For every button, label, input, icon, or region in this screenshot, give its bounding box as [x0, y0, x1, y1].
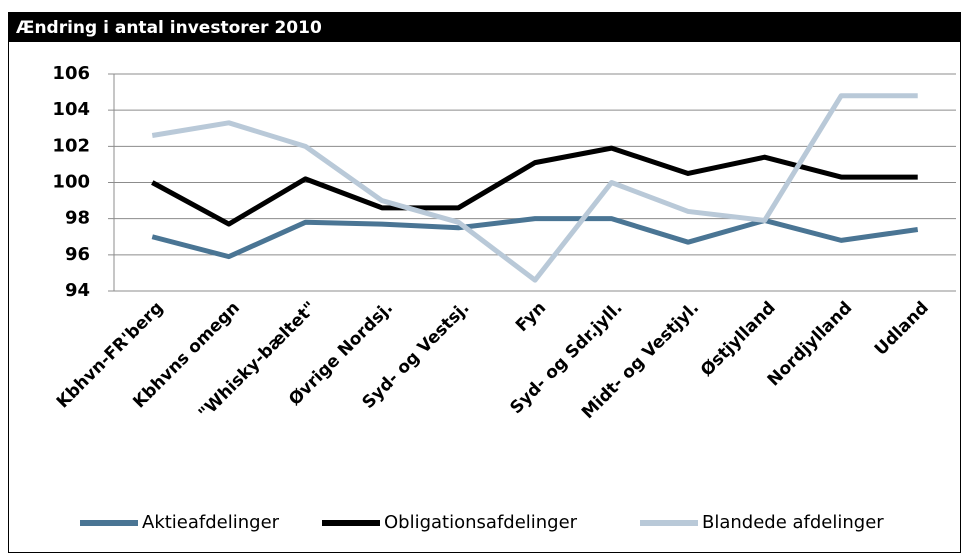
legend-label: Blandede afdelinger	[702, 512, 884, 533]
series-line	[151, 93, 918, 283]
chart-title: Ændring i antal investorer 2010	[16, 18, 322, 38]
legend-label: Aktieafdelinger	[142, 512, 280, 533]
legend-label: Obligationsafdelinger	[384, 512, 578, 533]
series-line	[151, 216, 919, 260]
title-bar	[8, 12, 961, 42]
y-tick-label: 98	[65, 208, 90, 229]
y-tick-label: 104	[52, 99, 90, 120]
y-tick-label: 96	[65, 244, 90, 265]
chart-frame	[8, 12, 961, 553]
y-tick-label: 94	[65, 280, 90, 301]
y-tick-label: 100	[52, 172, 90, 193]
series-line	[151, 145, 918, 227]
y-tick-label: 102	[52, 135, 90, 156]
y-tick-label: 106	[52, 63, 90, 84]
